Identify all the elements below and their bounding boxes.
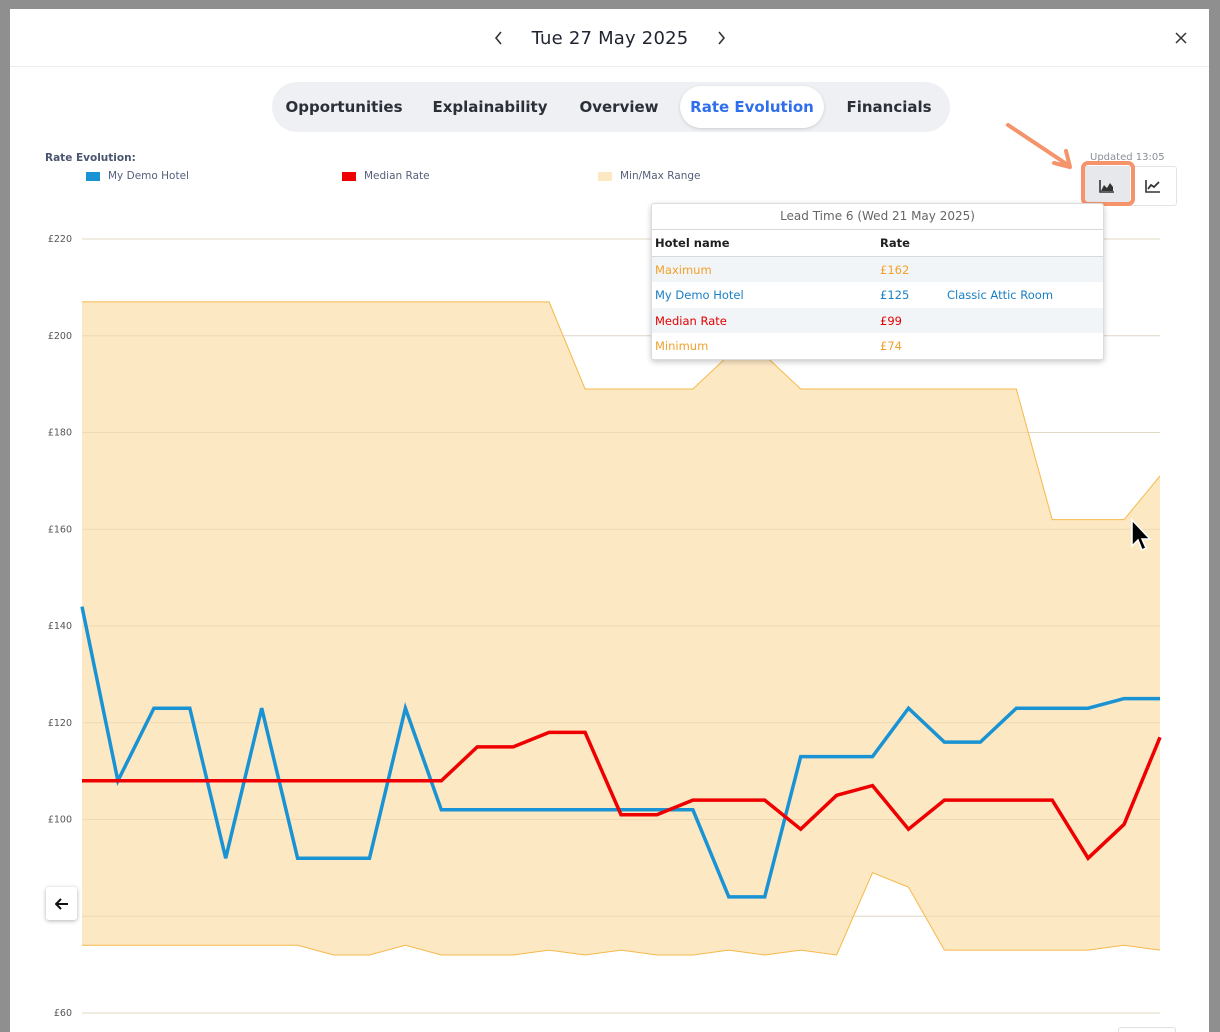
y-tick-label: £60 [54, 1008, 72, 1019]
range-max-line [82, 301, 1161, 521]
series-line-my-demo-hotel [80, 606, 1160, 899]
updated-timestamp: Updated 13:05 [1090, 152, 1165, 163]
tooltip-row-rate: £99 [880, 313, 902, 328]
date-navigator: Tue 27 May 2025 [490, 23, 730, 53]
tooltip-row: Maximum £162 [652, 256, 1103, 282]
legend-item-range[interactable]: Min/Max Range [598, 170, 701, 182]
rate-modal: Tue 27 May 2025 Opportunities Explainabi… [10, 9, 1209, 1032]
legend-swatch [86, 171, 100, 181]
tooltip-row-name: My Demo Hotel [655, 288, 744, 302]
tab-explainability[interactable]: Explainability [432, 98, 548, 116]
tab-rate-evolution[interactable]: Rate Evolution [680, 86, 824, 128]
tab-overview[interactable]: Overview [579, 98, 659, 116]
tooltip-col-rate: Rate [880, 236, 910, 250]
tooltip-title: Lead Time 6 (Wed 21 May 2025) [652, 204, 1103, 230]
date-title: Tue 27 May 2025 [531, 27, 689, 49]
close-icon[interactable] [1172, 29, 1190, 47]
tooltip-row-room: Classic Attic Room [947, 288, 1054, 302]
legend-item-hotel[interactable]: My Demo Hotel [86, 170, 189, 182]
legend-swatch [598, 171, 612, 181]
range-area [82, 301, 1160, 955]
tab-opportunities[interactable]: Opportunities [285, 98, 403, 116]
tooltip-row: Minimum £74 [652, 333, 1103, 359]
chevron-right-icon[interactable] [712, 26, 730, 50]
range-min-line [82, 872, 1161, 956]
y-tick-label: £220 [48, 234, 72, 245]
legend-item-median[interactable]: Median Rate [342, 170, 430, 182]
line-chart-button[interactable] [1130, 167, 1176, 205]
tooltip-row-name: Minimum [655, 339, 709, 353]
series-line-median-rate [82, 730, 1162, 861]
line-chart-icon [1145, 180, 1160, 193]
tooltip-col-hotel: Hotel name [655, 236, 730, 250]
tooltip-row: My Demo Hotel £125 Classic Attic Room [652, 282, 1103, 308]
tooltip-row-name: Maximum [655, 262, 712, 277]
tooltip-row-name: Median Rate [655, 313, 727, 328]
y-tick-label: £100 [48, 815, 72, 826]
tab-financials[interactable]: Financials [846, 98, 932, 116]
modal-header: Tue 27 May 2025 [10, 9, 1209, 67]
y-tick-label: £140 [48, 621, 72, 632]
arrow-left-icon [54, 897, 68, 910]
legend-label: Min/Max Range [620, 170, 701, 182]
tab-bar: Opportunities Explainability Overview Ra… [272, 82, 950, 132]
legend-label: Median Rate [364, 170, 430, 182]
chart-title: Rate Evolution: [45, 152, 136, 164]
chevron-left-icon[interactable] [490, 26, 508, 50]
tooltip-row-rate: £74 [880, 339, 902, 353]
bottom-control-edge [1118, 1027, 1176, 1032]
chart-tooltip: Lead Time 6 (Wed 21 May 2025) Hotel name… [651, 203, 1104, 360]
y-tick-label: £160 [48, 524, 72, 535]
y-tick-label: £120 [48, 718, 72, 729]
tooltip-row-rate: £162 [880, 262, 910, 277]
tooltip-header-row: Hotel name Rate [652, 230, 1103, 257]
y-tick-label: £180 [48, 428, 72, 439]
y-tick-label: £200 [48, 331, 72, 342]
rate-evolution-chart[interactable]: £220£200£180£160£140£120£100£80£60 [10, 9, 1209, 1032]
legend-label: My Demo Hotel [108, 170, 189, 182]
legend-swatch [342, 171, 356, 181]
area-chart-icon [1099, 180, 1114, 193]
area-chart-button[interactable] [1084, 167, 1130, 205]
tooltip-row: Median Rate £99 [652, 307, 1103, 333]
back-button[interactable] [46, 887, 77, 920]
chart-type-toggle [1083, 166, 1177, 206]
tooltip-row-rate: £125 [880, 288, 910, 302]
